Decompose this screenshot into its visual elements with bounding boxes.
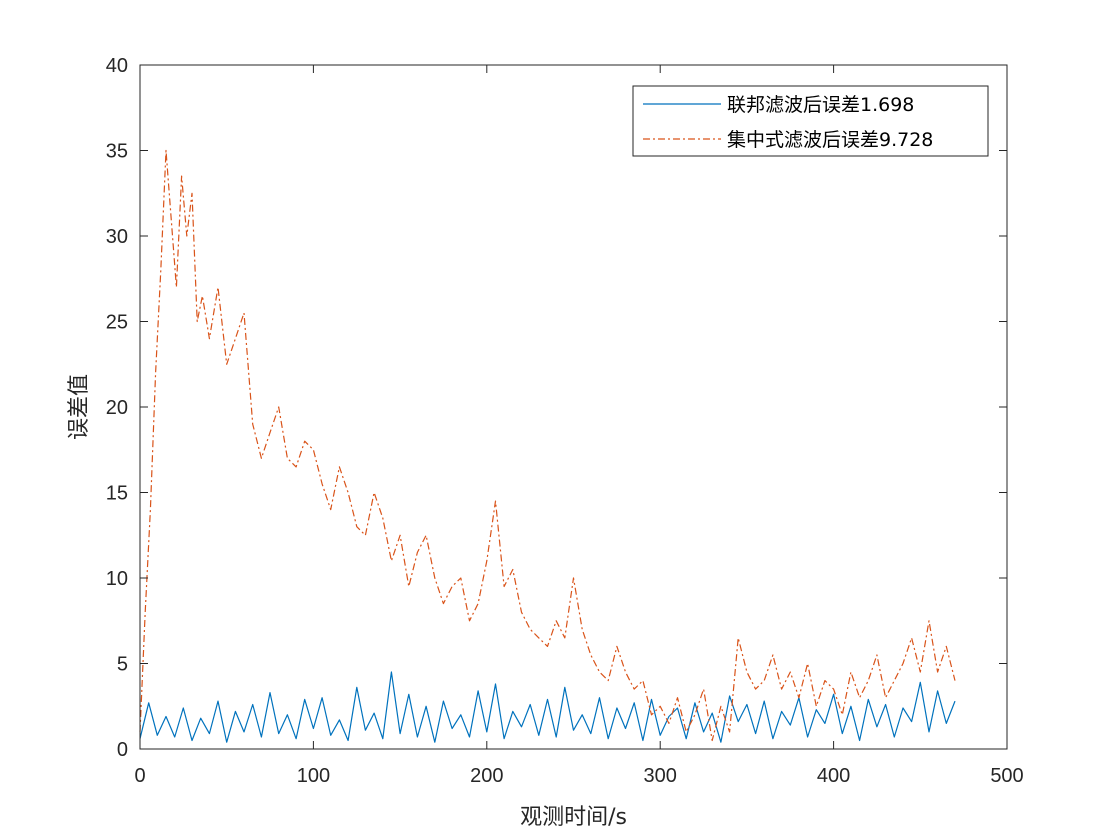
x-tick-label: 200 — [470, 765, 503, 787]
plot-area — [140, 65, 1007, 749]
legend-box — [632, 85, 989, 157]
x-tick-label: 300 — [644, 765, 677, 787]
legend-label-2: 集中式滤波后误差9.728 — [727, 129, 933, 151]
tick-labels: 0 100 200 300 400 500 0 5 10 15 20 25 30 35 40 — [106, 55, 1024, 787]
y-tick-label: 20 — [106, 397, 128, 419]
y-tick-label: 25 — [106, 312, 128, 334]
series-line-1 — [139, 671, 956, 743]
series-line-2 — [139, 149, 956, 742]
y-tick-label: 0 — [117, 739, 128, 761]
y-axis-label: 误差值 — [67, 374, 92, 440]
plot-background — [140, 65, 1007, 749]
y-tick-label: 5 — [117, 654, 128, 676]
y-tick-label: 40 — [106, 55, 128, 77]
x-tick-label: 100 — [297, 765, 330, 787]
y-tick-label: 30 — [106, 226, 128, 248]
y-tick-label: 15 — [106, 483, 128, 505]
y-tick-label: 35 — [106, 141, 128, 163]
series-layer — [139, 149, 956, 743]
legend: 联邦滤波后误差1.698 集中式滤波后误差9.728 — [632, 85, 989, 157]
axes — [139, 64, 1008, 750]
x-tick-label: 400 — [817, 765, 850, 787]
legend-label-1: 联邦滤波后误差1.698 — [727, 94, 914, 116]
x-axis-label: 观测时间/s — [520, 805, 627, 830]
x-tick-label: 0 — [134, 765, 145, 787]
x-tick-label: 500 — [990, 765, 1023, 787]
y-tick-label: 10 — [106, 568, 128, 590]
